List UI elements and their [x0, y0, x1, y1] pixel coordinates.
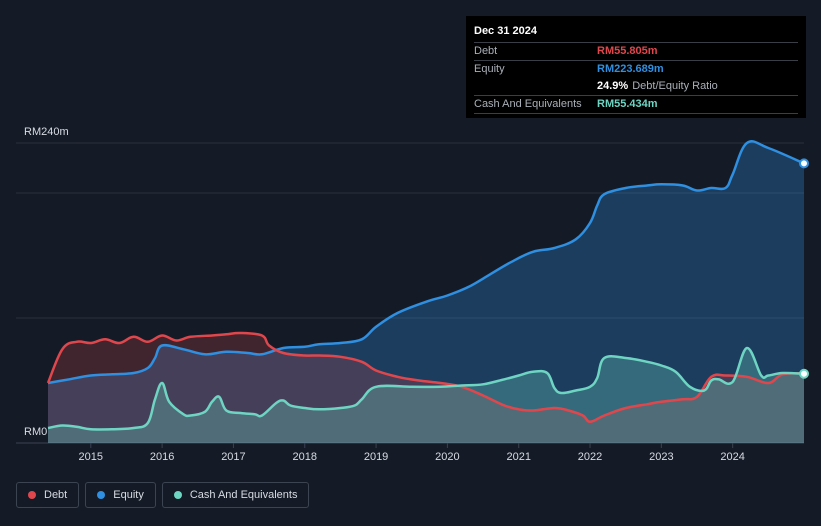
legend: Debt Equity Cash And Equivalents — [16, 482, 310, 508]
line-cash-and-equivalents — [47, 346, 805, 431]
tooltip-equity-label: Equity — [474, 63, 505, 75]
x-tick-label-2019: 2019 — [364, 451, 388, 463]
tooltip-ratio-label: Debt/Equity Ratio — [632, 80, 718, 92]
end-markers — [799, 158, 809, 379]
y-axis-bottom-label: RM0 — [24, 426, 47, 438]
legend-debt-label: Debt — [44, 489, 68, 501]
x-tick-label-2022: 2022 — [578, 451, 602, 463]
x-tick-label-2018: 2018 — [293, 451, 317, 463]
x-tick-label-2017: 2017 — [221, 451, 245, 463]
tooltip-debt-value: RM55.805m — [597, 45, 658, 57]
line-debt — [46, 331, 805, 424]
legend-item-debt[interactable]: Debt — [16, 482, 80, 508]
legend-item-cash[interactable]: Cash And Equivalents — [161, 482, 310, 508]
tooltip-ratio-spacer — [474, 78, 597, 95]
series-areas — [48, 141, 804, 443]
tooltip-cash-row: Cash And Equivalents RM55.434m — [474, 96, 798, 114]
legend-cash-dot-icon — [173, 491, 182, 499]
legend-debt-dot-icon — [28, 491, 36, 499]
series-lines — [46, 140, 805, 431]
line-equity — [47, 140, 805, 385]
x-tick-label-2020: 2020 — [435, 451, 459, 463]
legend-item-equity[interactable]: Equity — [85, 482, 156, 508]
legend-equity-label: Equity — [113, 489, 144, 501]
tooltip-equity-value: RM223.689m — [597, 63, 664, 75]
tooltip-debt-row: Debt RM55.805m — [474, 43, 798, 61]
legend-cash-label: Cash And Equivalents — [189, 489, 298, 501]
x-axis-ticks: 2015 2016 2017 2018 2019 2020 2021 2022 2023 2024 — [79, 443, 745, 463]
x-tick-label-2023: 2023 — [649, 451, 673, 463]
y-axis-top-label: RM240m — [24, 126, 69, 138]
end-marker-equity — [799, 158, 809, 169]
x-tick-label-2021: 2021 — [506, 451, 530, 463]
tooltip-ratio-row: 24.9% Debt/Equity Ratio — [474, 78, 798, 96]
area-equity — [48, 141, 804, 443]
tooltip-date: Dec 31 2024 — [474, 24, 798, 43]
x-tick-label-2016: 2016 — [150, 451, 174, 463]
x-tick-label-2024: 2024 — [720, 451, 744, 463]
legend-equity-dot-icon — [97, 491, 106, 499]
tooltip-debt-label: Debt — [474, 45, 498, 57]
grid-lines — [16, 142, 804, 444]
tooltip-cash-label: Cash And Equivalents — [474, 98, 582, 110]
tooltip-ratio-value: 24.9% — [597, 80, 629, 92]
tooltip-equity-row: Equity RM223.689m — [474, 61, 798, 78]
x-tick-label-2015: 2015 — [79, 451, 103, 463]
tooltip-cash-value: RM55.434m — [597, 98, 658, 110]
end-marker-cash-and-equivalents — [799, 368, 809, 379]
area-cash-and-equivalents — [48, 347, 804, 443]
tooltip-panel: Dec 31 2024 Debt RM55.805m Equity RM223.… — [466, 16, 806, 118]
